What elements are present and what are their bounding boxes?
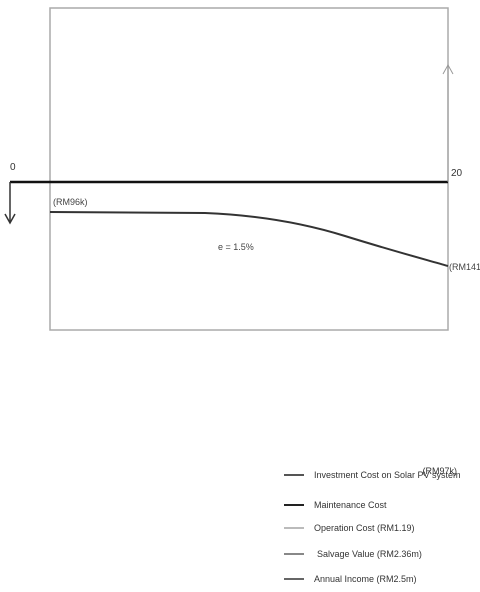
legend-label-investment: Investment Cost on Solar PV system bbox=[314, 470, 461, 480]
investment-arrow-head bbox=[4, 213, 16, 225]
time-end-label: 20 bbox=[451, 168, 463, 179]
legend-label-income: Annual Income (RM2.5m) bbox=[314, 574, 417, 584]
maintenance-start-label: (RM96k) bbox=[53, 197, 88, 207]
legend-value-investment: (RM97k) bbox=[422, 466, 457, 476]
legend-label-operation: Operation Cost (RM1.19) bbox=[314, 523, 415, 533]
maintenance-end-label: (RM141k) bbox=[449, 262, 480, 272]
legend-label-maintenance: Maintenance Cost bbox=[314, 500, 387, 510]
maintenance-gradient-curve bbox=[49, 211, 449, 267]
legend-label-salvage: Salvage Value (RM2.36m) bbox=[317, 549, 422, 559]
diagram-frame bbox=[49, 7, 449, 331]
escalation-rate-label: e = 1.5% bbox=[218, 242, 254, 252]
income-arrow-head bbox=[442, 63, 454, 75]
legend: Investment Cost on Solar PV system (RM97… bbox=[284, 466, 461, 584]
time-start-label: 0 bbox=[10, 162, 16, 173]
